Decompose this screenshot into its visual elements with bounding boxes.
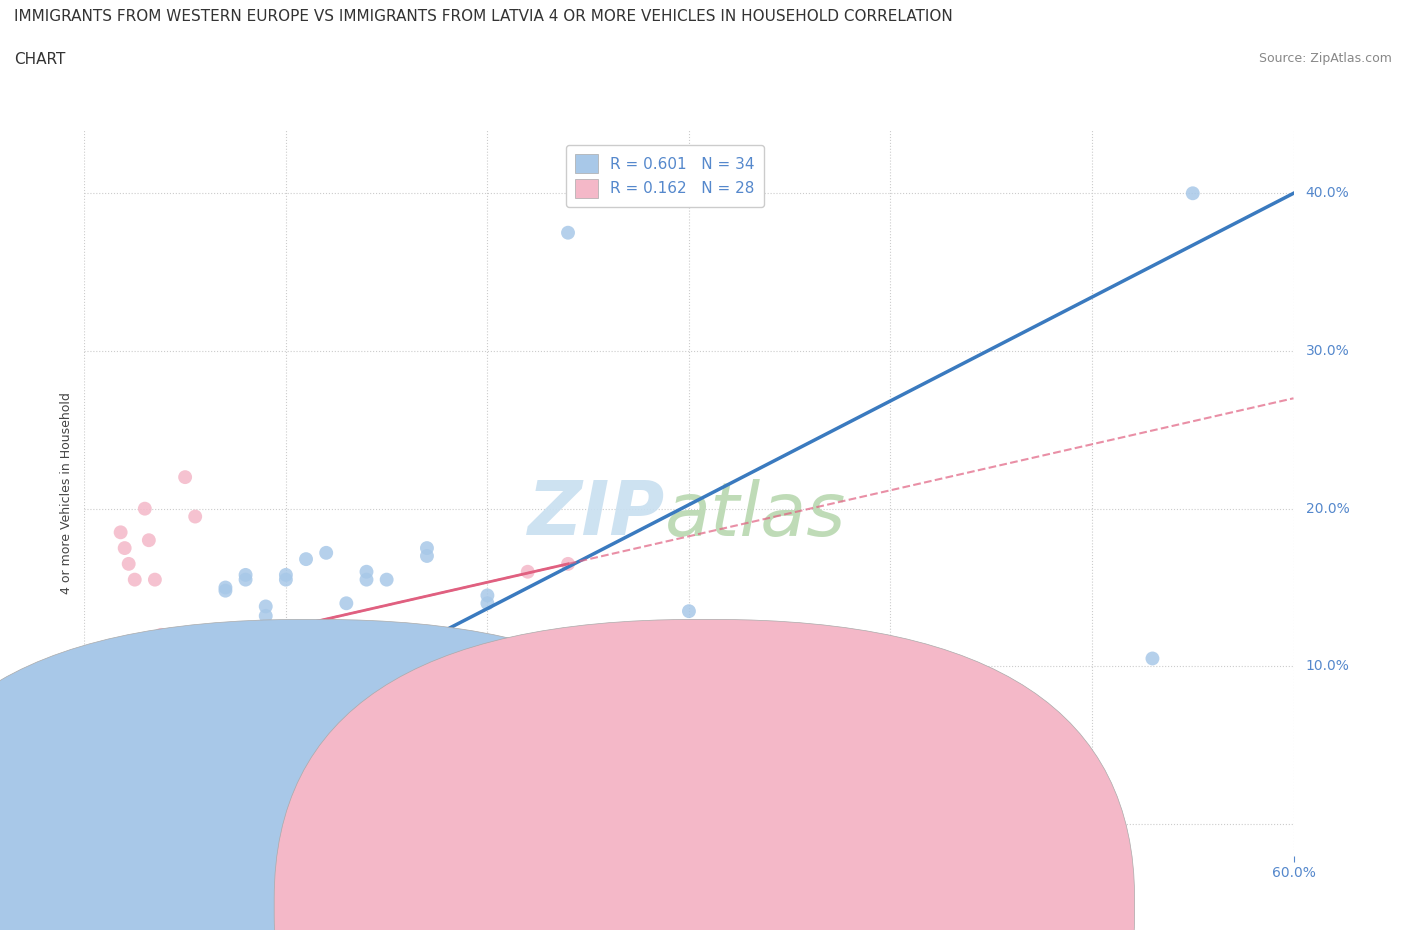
Point	[93, 722, 115, 737]
Point	[254, 683, 277, 698]
Point	[114, 540, 136, 555]
Point	[1142, 651, 1164, 666]
Point	[134, 501, 156, 516]
Text: CHART: CHART	[14, 52, 66, 67]
Point	[143, 572, 166, 587]
Point	[839, 651, 862, 666]
Point	[235, 572, 257, 587]
Point	[134, 706, 156, 721]
Point	[274, 567, 297, 582]
Text: Immigrants from Western Europe: Immigrants from Western Europe	[363, 899, 593, 914]
Point	[416, 540, 439, 555]
Point	[214, 580, 236, 595]
Point	[416, 549, 439, 564]
Point	[97, 730, 120, 745]
Point	[295, 551, 318, 566]
Point	[93, 714, 115, 729]
Point	[1181, 186, 1204, 201]
Text: ZIP: ZIP	[527, 478, 665, 551]
Point	[557, 556, 579, 571]
Point	[114, 722, 136, 737]
Point	[110, 525, 132, 539]
Point	[174, 719, 197, 734]
Point	[153, 690, 176, 705]
Point	[576, 757, 599, 772]
Point	[214, 583, 236, 598]
Point	[356, 572, 378, 587]
Point	[254, 599, 277, 614]
Point	[153, 662, 176, 677]
Point	[194, 687, 217, 702]
Point	[557, 225, 579, 240]
Point	[93, 714, 115, 729]
Point	[149, 628, 172, 643]
Point	[516, 565, 538, 579]
Point	[335, 596, 357, 611]
Point	[295, 730, 318, 745]
Y-axis label: 4 or more Vehicles in Household: 4 or more Vehicles in Household	[59, 392, 73, 594]
Point	[174, 710, 197, 724]
Point	[477, 596, 499, 611]
Legend: R = 0.601   N = 34, R = 0.162   N = 28: R = 0.601 N = 34, R = 0.162 N = 28	[565, 145, 763, 206]
Point	[477, 588, 499, 603]
Point	[184, 509, 207, 524]
Point	[315, 545, 337, 560]
Text: 30.0%: 30.0%	[1306, 344, 1350, 358]
Point	[194, 694, 217, 709]
Point	[375, 572, 398, 587]
Point	[153, 698, 176, 713]
Point	[678, 604, 700, 618]
Point	[118, 556, 141, 571]
Point	[174, 470, 197, 485]
Point	[124, 572, 146, 587]
Point	[284, 714, 308, 729]
Point	[138, 533, 160, 548]
Text: 10.0%: 10.0%	[1306, 659, 1350, 673]
Point	[274, 572, 297, 587]
Point	[89, 722, 111, 737]
Point	[274, 706, 297, 721]
Text: atlas: atlas	[665, 479, 846, 551]
Point	[254, 608, 277, 623]
Point	[567, 753, 589, 768]
Text: Immigrants from Latvia: Immigrants from Latvia	[748, 899, 911, 914]
Point	[134, 725, 156, 740]
Point	[83, 710, 105, 724]
Point	[194, 659, 217, 674]
Text: Source: ZipAtlas.com: Source: ZipAtlas.com	[1258, 52, 1392, 65]
Point	[214, 671, 236, 686]
Text: IMMIGRANTS FROM WESTERN EUROPE VS IMMIGRANTS FROM LATVIA 4 OR MORE VEHICLES IN H: IMMIGRANTS FROM WESTERN EUROPE VS IMMIGR…	[14, 9, 953, 24]
Text: 40.0%: 40.0%	[1306, 186, 1350, 200]
Point	[235, 567, 257, 582]
Point	[356, 565, 378, 579]
Text: 20.0%: 20.0%	[1306, 501, 1350, 515]
Point	[129, 667, 152, 682]
Point	[104, 706, 127, 721]
Point	[315, 753, 337, 768]
